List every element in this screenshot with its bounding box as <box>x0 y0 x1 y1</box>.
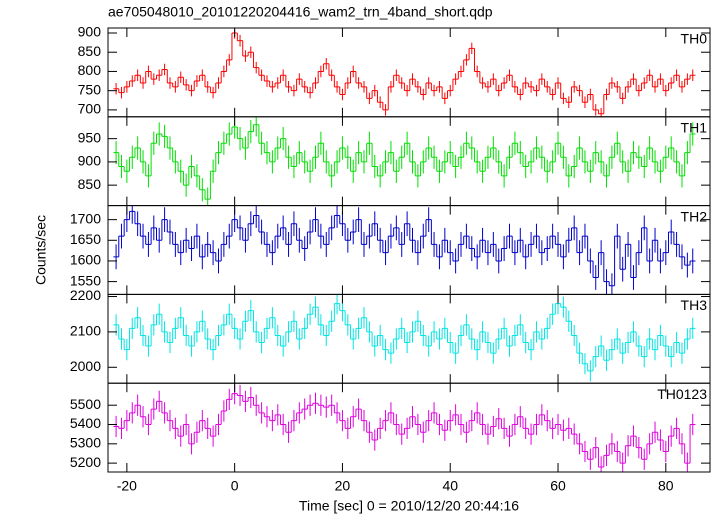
panel-label: TH3 <box>681 297 708 313</box>
series <box>113 28 696 117</box>
y-tick-label: 1700 <box>70 210 101 226</box>
y-tick-label: 5500 <box>70 396 101 412</box>
y-tick-label: 800 <box>78 62 102 78</box>
y-tick-label: 2200 <box>70 287 101 303</box>
y-tick-label: 5200 <box>70 454 101 470</box>
x-tick-label: 40 <box>442 478 458 494</box>
y-tick-label: 1650 <box>70 231 101 247</box>
y-tick-label: 1600 <box>70 252 101 268</box>
y-tick-label: 2100 <box>70 323 101 339</box>
y-tick-label: 700 <box>78 101 102 117</box>
y-tick-label: 5400 <box>70 415 101 431</box>
y-tick-label: 900 <box>78 24 102 40</box>
y-tick-label: 900 <box>78 153 102 169</box>
y-tick-label: 750 <box>78 81 102 97</box>
series <box>113 294 696 382</box>
y-tick-label: 2000 <box>70 358 101 374</box>
x-tick-label: 80 <box>658 478 674 494</box>
y-tick-label: 950 <box>78 129 102 145</box>
x-axis-label: Time [sec] 0 = 2010/12/20 20:44:16 <box>299 498 519 514</box>
x-tick-label: 60 <box>550 478 566 494</box>
series <box>113 116 696 206</box>
chart-title: ae705048010_20101220204416_wam2_trn_4ban… <box>108 4 493 20</box>
panel-label: TH2 <box>681 208 708 224</box>
series <box>113 205 696 295</box>
panel-label: TH0 <box>681 31 708 47</box>
panel-label: TH1 <box>681 120 708 136</box>
panel-label: TH0123 <box>657 386 707 402</box>
series <box>113 383 696 473</box>
panel-frame <box>107 382 711 473</box>
x-tick-label: 0 <box>231 478 239 494</box>
x-tick-label: 20 <box>335 478 351 494</box>
y-tick-label: 850 <box>78 176 102 192</box>
y-axis-label: Counts/sec <box>33 215 49 285</box>
y-tick-label: 5300 <box>70 435 101 451</box>
panel-frame <box>107 27 711 118</box>
y-tick-label: 1550 <box>70 272 101 288</box>
x-tick-label: -20 <box>117 478 137 494</box>
y-tick-label: 850 <box>78 43 102 59</box>
